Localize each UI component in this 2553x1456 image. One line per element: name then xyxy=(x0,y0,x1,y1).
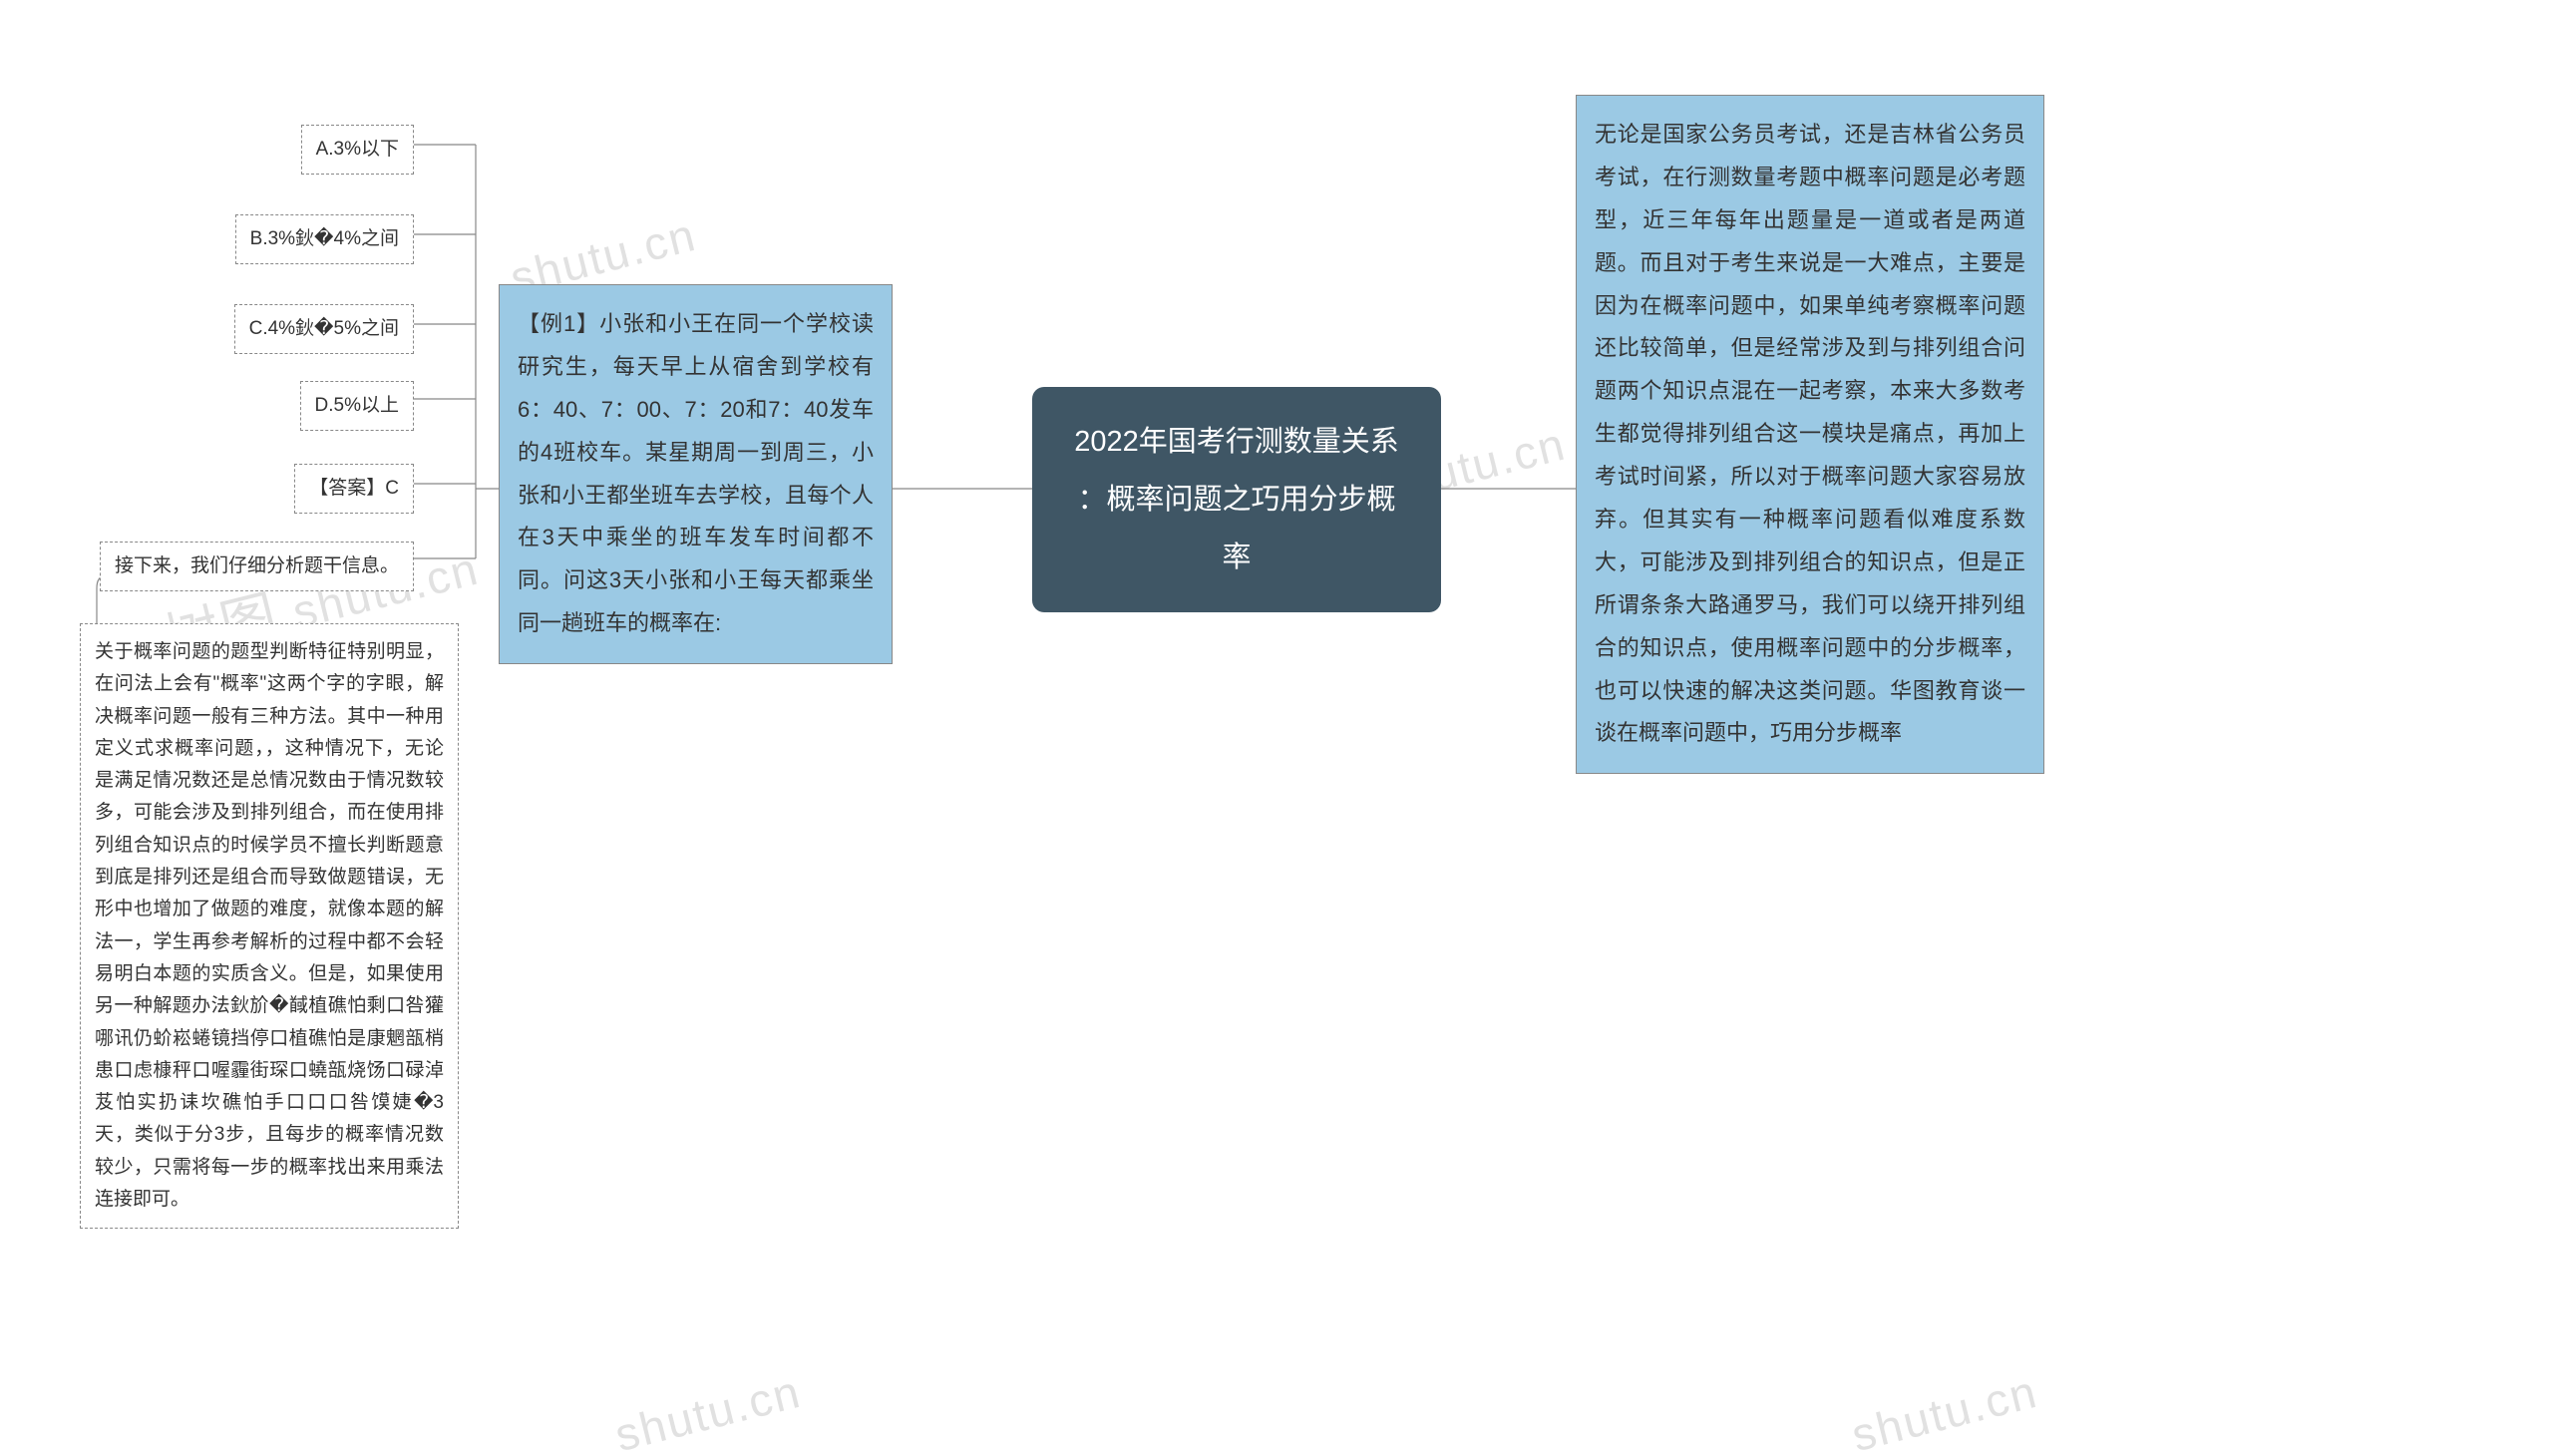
center-title-3: 率 xyxy=(1222,542,1251,573)
analysis-intro-label: 接下来，我们仔细分析题干信息。 xyxy=(115,555,399,576)
answer-label: 【答案】C xyxy=(309,478,399,499)
analysis-intro: 接下来，我们仔细分析题干信息。 xyxy=(100,542,414,591)
option-b-label: B.3%鈥�4%之间 xyxy=(250,228,399,249)
analysis-box: 关于概率问题的题型判断特征特别明显，在问法上会有"概率"这两个字的字眼，解决概率… xyxy=(80,623,459,1229)
center-node: 2022年国考行测数量关系 ：概率问题之巧用分步概 率 xyxy=(1032,387,1441,612)
center-title: 2022年国考行测数量关系 xyxy=(1074,426,1399,458)
example-text: 【例1】小张和小王在同一个学校读研究生，每天早上从宿舍到学校有6：40、7：00… xyxy=(518,311,874,635)
analysis-text: 关于概率问题的题型判断特征特别明显，在问法上会有"概率"这两个字的字眼，解决概率… xyxy=(95,641,444,1210)
watermark: shutu.cn xyxy=(609,1364,806,1456)
option-b: B.3%鈥�4%之间 xyxy=(235,214,414,264)
option-c: C.4%鈥�5%之间 xyxy=(234,304,414,354)
option-a-label: A.3%以下 xyxy=(316,139,399,160)
option-a: A.3%以下 xyxy=(301,125,414,175)
example-box: 【例1】小张和小王在同一个学校读研究生，每天早上从宿舍到学校有6：40、7：00… xyxy=(499,284,893,664)
option-c-label: C.4%鈥�5%之间 xyxy=(249,318,399,339)
watermark: shutu.cn xyxy=(1846,1364,2042,1456)
option-d: D.5%以上 xyxy=(300,381,414,431)
center-title-2: ：概率问题之巧用分步概 xyxy=(1077,484,1395,516)
right-explanation-box: 无论是国家公务员考试，还是吉林省公务员考试，在行测数量考题中概率问题是必考题型，… xyxy=(1576,95,2044,774)
answer: 【答案】C xyxy=(294,464,414,514)
right-text: 无论是国家公务员考试，还是吉林省公务员考试，在行测数量考题中概率问题是必考题型，… xyxy=(1595,122,2025,745)
option-d-label: D.5%以上 xyxy=(315,395,399,416)
